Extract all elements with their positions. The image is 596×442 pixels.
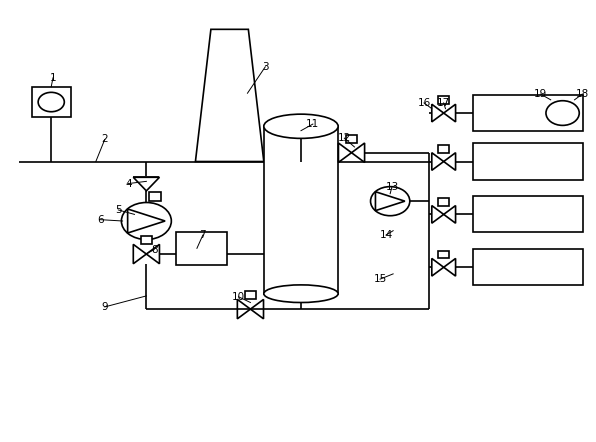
- Bar: [438, 251, 449, 259]
- Circle shape: [38, 92, 64, 112]
- Text: 7: 7: [200, 230, 206, 240]
- Text: 1: 1: [49, 73, 57, 83]
- Text: 14: 14: [380, 230, 393, 240]
- Text: 17: 17: [437, 98, 451, 108]
- Text: 11: 11: [306, 119, 319, 129]
- Bar: [264, 126, 338, 293]
- Text: 5: 5: [115, 205, 122, 215]
- Text: 10: 10: [232, 292, 245, 302]
- Bar: [473, 249, 583, 286]
- Text: 2: 2: [101, 134, 108, 145]
- Bar: [346, 135, 357, 143]
- Bar: [32, 88, 71, 117]
- Ellipse shape: [264, 114, 338, 138]
- Text: 8: 8: [151, 244, 157, 255]
- Circle shape: [122, 202, 171, 240]
- Text: 3: 3: [262, 62, 269, 72]
- Text: 4: 4: [125, 179, 132, 189]
- Bar: [438, 198, 449, 206]
- Bar: [438, 96, 449, 104]
- Bar: [473, 95, 583, 131]
- Bar: [150, 192, 162, 201]
- Circle shape: [371, 187, 410, 216]
- Text: 9: 9: [101, 302, 108, 312]
- Text: 13: 13: [386, 182, 399, 192]
- Text: 16: 16: [417, 98, 431, 108]
- Bar: [438, 145, 449, 152]
- Text: 12: 12: [338, 133, 351, 143]
- Circle shape: [546, 101, 579, 126]
- Bar: [473, 196, 583, 232]
- Polygon shape: [195, 29, 264, 161]
- Text: 19: 19: [534, 89, 547, 99]
- Bar: [176, 232, 226, 265]
- Bar: [473, 144, 583, 179]
- Text: 18: 18: [576, 89, 589, 99]
- Ellipse shape: [264, 285, 338, 302]
- Text: 15: 15: [374, 274, 387, 284]
- Bar: [245, 291, 256, 299]
- Bar: [141, 236, 152, 244]
- Text: 6: 6: [97, 215, 104, 225]
